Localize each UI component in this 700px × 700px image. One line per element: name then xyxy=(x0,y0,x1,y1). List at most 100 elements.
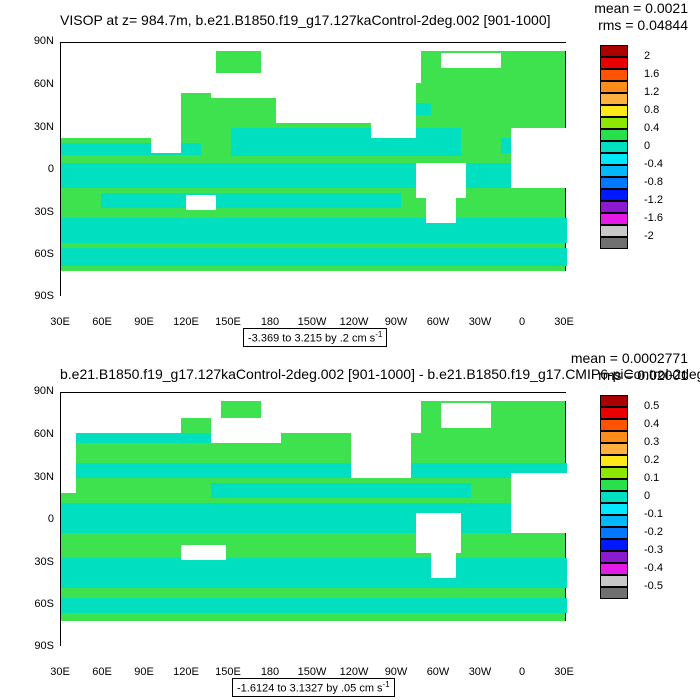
land-africa xyxy=(511,473,567,533)
x-tick: 30E xyxy=(554,316,574,328)
colorbar-swatch xyxy=(600,93,628,105)
x-tick: 30W xyxy=(468,316,492,328)
cyan-band xyxy=(211,483,471,498)
colorbar-label: -0.3 xyxy=(644,544,663,556)
colorbar-swatch xyxy=(600,539,628,551)
x-tick: 120E xyxy=(173,316,199,328)
bottom-panel-title: b.e21.B1850.f19_g17.127kaControl-2deg.00… xyxy=(60,366,700,382)
land-south-america-2 xyxy=(426,193,456,223)
colorbar-swatch xyxy=(600,69,628,81)
y-tick-90n: 90N xyxy=(33,35,54,47)
colorbar-label: 1.6 xyxy=(644,68,660,80)
cyan-band xyxy=(61,248,567,266)
colorbar-label: -0.4 xyxy=(644,158,663,170)
x-tick: 150W xyxy=(297,316,327,328)
colorbar-swatch xyxy=(600,225,628,237)
cyan-band xyxy=(61,433,261,443)
colorbar-swatch xyxy=(600,563,628,575)
land-antarctica xyxy=(61,621,567,647)
cyan-band xyxy=(61,503,567,533)
colorbar-swatch xyxy=(600,443,628,455)
land-south-america xyxy=(416,163,466,198)
colorbar-label: -0.5 xyxy=(644,580,663,592)
y-tick-30n: 30N xyxy=(33,121,54,133)
x-tick: 60W xyxy=(426,666,450,678)
cyan-bands xyxy=(61,433,567,613)
colorbar-swatch xyxy=(600,515,628,527)
y-tick-30s: 30S xyxy=(34,206,54,218)
cyan-band xyxy=(231,128,461,156)
colorbar-swatch xyxy=(600,45,628,57)
bottom-map-svg xyxy=(61,393,567,647)
x-tick: 30E xyxy=(50,666,70,678)
colorbar-label: -0.4 xyxy=(644,562,663,574)
land-greenland xyxy=(441,53,501,68)
colorbar-label: 2 xyxy=(644,50,651,62)
top-map-svg xyxy=(61,43,567,297)
y-tick-0: 0 xyxy=(47,513,54,525)
bottom-range-text: -1.6124 to 3.1327 by .05 cm s xyxy=(237,682,383,695)
x-tick: 60W xyxy=(426,316,450,328)
colorbar-swatch xyxy=(600,587,628,599)
land-greenland xyxy=(441,403,491,428)
colorbar-label: 0 xyxy=(644,140,651,152)
top-range-exp: -1 xyxy=(375,330,383,339)
bottom-panel: b.e21.B1850.f19_g17.127kaControl-2deg.00… xyxy=(0,350,700,700)
colorbar-swatch xyxy=(600,213,628,225)
x-tick: 150W xyxy=(297,666,327,678)
colorbar-swatch xyxy=(600,57,628,69)
cyan-band xyxy=(61,598,567,613)
x-tick: 120W xyxy=(339,666,369,678)
x-tick: 0 xyxy=(518,316,526,328)
land-alaska xyxy=(211,418,281,443)
colorbar-swatch xyxy=(600,117,628,129)
bottom-range-label: -1.6124 to 3.1327 by .05 cm s-1 xyxy=(232,678,395,697)
x-tick: 0 xyxy=(518,666,526,678)
colorbar-label: 0.8 xyxy=(644,104,660,116)
colorbar-label: 0.2 xyxy=(644,454,660,466)
land-arctic xyxy=(61,393,567,401)
top-map-plot xyxy=(60,42,567,297)
colorbar-label: 0.5 xyxy=(644,400,660,412)
land-north-pacific-island xyxy=(351,423,411,478)
colorbar-swatch xyxy=(600,575,628,587)
colorbar-swatch xyxy=(600,165,628,177)
x-tick: 90W xyxy=(384,316,408,328)
x-tick: 60E xyxy=(92,316,112,328)
colorbar-swatch xyxy=(600,141,628,153)
colorbar-swatch xyxy=(600,431,628,443)
colorbar-swatch xyxy=(600,551,628,563)
colorbar-swatch xyxy=(600,81,628,93)
x-tick: 90W xyxy=(384,666,408,678)
cyan-band xyxy=(101,193,401,208)
cyan-band xyxy=(61,463,567,478)
top-panel-rms: rms = 0.04844 xyxy=(598,17,688,33)
bottom-panel-rms: rms = 0.02001 xyxy=(598,367,688,383)
cyan-band xyxy=(61,218,567,243)
land-australia xyxy=(181,545,226,560)
y-tick-0: 0 xyxy=(47,163,54,175)
colorbar-label: -0.8 xyxy=(644,176,663,188)
top-panel: VISOP at z= 984.7m, b.e21.B1850.f19_g17.… xyxy=(33,0,688,347)
colorbar-swatch xyxy=(600,479,628,491)
colorbar-swatch xyxy=(600,407,628,419)
colorbar-label: 0.4 xyxy=(644,418,660,430)
top-range-text: -3.369 to 3.215 by .2 cm s xyxy=(248,332,376,345)
x-tick: 150E xyxy=(215,666,241,678)
colorbar-label: -1.2 xyxy=(644,194,663,206)
colorbar-swatch xyxy=(600,395,628,407)
top-panel-title: VISOP at z= 984.7m, b.e21.B1850.f19_g17.… xyxy=(60,12,551,28)
y-tick-60s: 60S xyxy=(34,248,54,260)
land-africa xyxy=(511,128,567,188)
colorbar-swatch xyxy=(600,189,628,201)
land-alaska xyxy=(211,73,281,98)
bottom-range-exp: -1 xyxy=(382,680,390,689)
colorbar-swatch xyxy=(600,237,628,249)
x-tick: 60E xyxy=(92,666,112,678)
land-mask xyxy=(61,393,567,647)
colorbar-label: 0 xyxy=(644,490,651,502)
bottom-panel-mean: mean = 0.0002771 xyxy=(570,350,688,366)
colorbar-swatch xyxy=(600,177,628,189)
y-tick-60n: 60N xyxy=(33,428,54,440)
bottom-map-plot xyxy=(60,392,567,647)
